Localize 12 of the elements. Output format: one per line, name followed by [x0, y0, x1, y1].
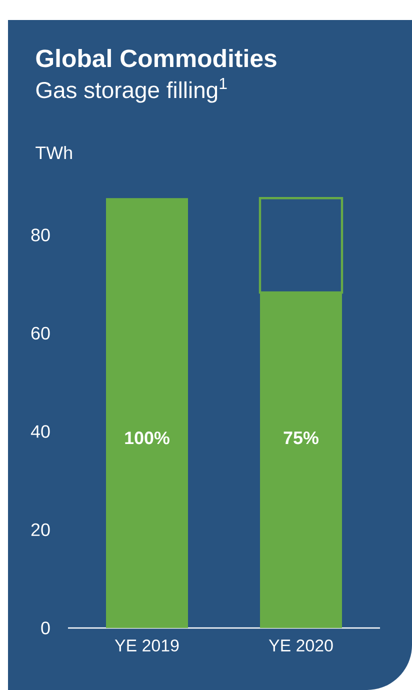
- y-tick-label: 40: [30, 425, 50, 438]
- x-tick-label: YE 2020: [268, 640, 333, 652]
- y-tick-label: 0: [41, 622, 50, 634]
- y-tick-label: 60: [31, 326, 50, 340]
- x-tick-label: YE 2019: [114, 640, 179, 652]
- annotation: 100%: [125, 432, 170, 444]
- y-axis-title: TWh: [36, 146, 72, 159]
- annotation: 75%: [284, 432, 318, 444]
- y-tick-label: 20: [31, 523, 50, 536]
- chart-subtitle: Gas storage filling$^{1}$: [36, 78, 227, 103]
- chart-title: Global Commodities: [36, 48, 276, 68]
- y-tick-label: 80: [31, 228, 50, 242]
